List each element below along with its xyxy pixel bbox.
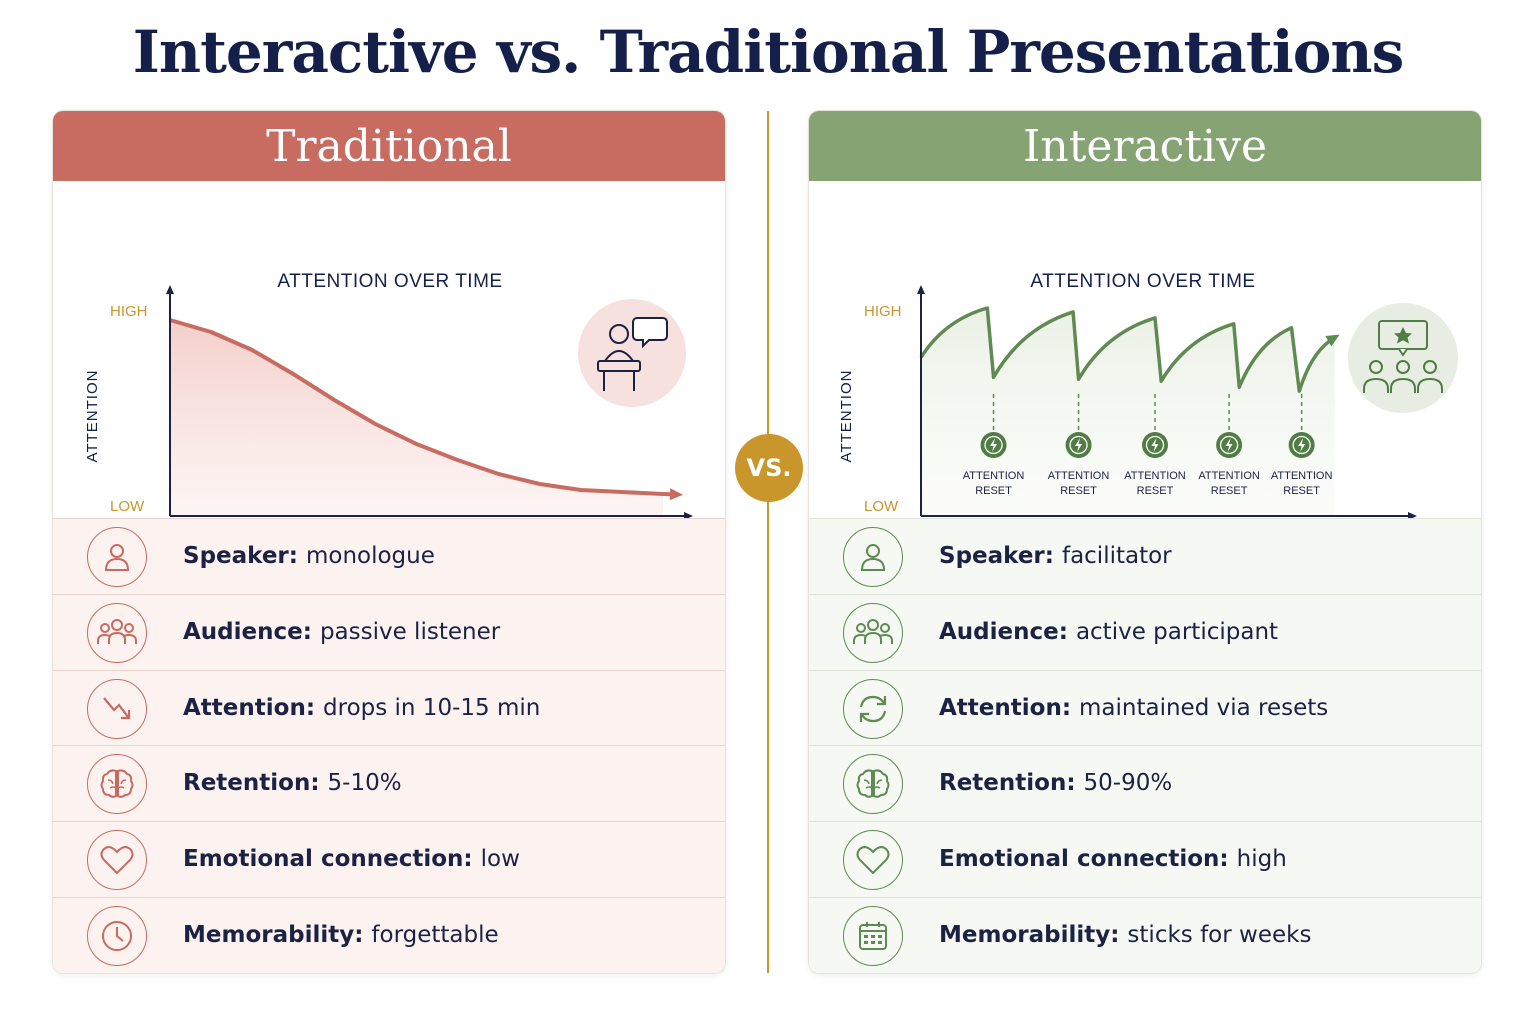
group-icon [87, 602, 147, 663]
list-item: Attention: maintained via resets [809, 669, 1481, 746]
y-tick-high: HIGH [864, 303, 902, 320]
annotation-label: ATTENTION [963, 470, 1025, 482]
annotation-label: ATTENTION [1048, 470, 1110, 482]
interactive-attributes: Speaker: facilitator Audience: active part… [809, 518, 1481, 973]
row-value: high [1236, 846, 1287, 873]
lightning-icon [1151, 438, 1159, 452]
row-label: Retention: [183, 770, 320, 797]
row-value: facilitator [1061, 543, 1172, 569]
row-label: Memorability: [939, 921, 1120, 948]
list-item: Audience: passive listener [53, 593, 725, 670]
lightning-icon [990, 438, 998, 452]
page-title: Interactive vs. Traditional Presentation… [132, 18, 1404, 86]
list-item: Retention: 50-90% [809, 745, 1481, 821]
traditional-attributes: Speaker: monologue Audience: passive liste… [53, 518, 725, 973]
y-axis-label: ATTENTION [84, 370, 101, 463]
attention-reset-marker: ATTENTION RESET [1048, 394, 1110, 497]
clock-icon [87, 905, 147, 966]
traditional-attention-chart: ATTENTION OVER TIME HIGH LOW ATTENTION 0… [84, 271, 693, 518]
row-value: monologue [305, 543, 435, 569]
person-icon [87, 527, 147, 587]
audience-with-star-screen-icon [1348, 303, 1458, 413]
list-item: Emotional connection: high [809, 821, 1481, 897]
row-label: Memorability: [183, 921, 364, 948]
list-item: Speaker: facilitator [809, 518, 1481, 594]
chart-title: ATTENTION OVER TIME [277, 271, 502, 292]
list-item: Memorability: sticks for weeks [809, 896, 1481, 973]
traditional-chart: ATTENTION OVER TIME HIGH LOW ATTENTION 0… [53, 181, 725, 518]
row-value: forgettable [371, 921, 499, 948]
calendar-icon [843, 905, 903, 966]
traditional-header: Traditional [53, 111, 725, 181]
presenter-at-podium-icon [578, 299, 686, 407]
row-value: drops in 10-15 min [323, 694, 541, 721]
group-icon [843, 602, 903, 663]
annotation-label: RESET [1283, 485, 1320, 497]
row-label: Speaker: [183, 543, 298, 569]
lightning-icon [1225, 438, 1233, 452]
annotation-label: RESET [1211, 485, 1248, 497]
y-tick-low: LOW [864, 498, 899, 515]
person-icon [843, 527, 903, 587]
row-label: Attention: [939, 694, 1072, 721]
list-item: Audience: active participant [809, 593, 1481, 670]
list-item: Attention: drops in 10-15 min [53, 669, 725, 746]
attention-area [170, 320, 663, 516]
traditional-panel: Traditional ATTENTION OVER TIME HIGH LOW… [53, 111, 725, 973]
interactive-chart: ATTENTION OVER TIME HIGH LOW ATTENTION A… [809, 181, 1481, 518]
attention-reset-marker: ATTENTION RESET [1198, 394, 1260, 497]
vs-badge: VS. [735, 434, 803, 502]
list-item: Speaker: monologue [53, 518, 725, 594]
row-value: 5-10% [327, 770, 402, 797]
row-value: passive listener [319, 618, 501, 645]
trend-down-icon [87, 678, 147, 739]
row-label: Retention: [939, 770, 1076, 797]
row-value: active participant [1075, 618, 1279, 645]
annotation-label: ATTENTION [1198, 470, 1260, 482]
row-label: Attention: [183, 694, 316, 721]
annotation-label: ATTENTION [1271, 470, 1333, 482]
interactive-attention-chart: ATTENTION OVER TIME HIGH LOW ATTENTION A… [838, 271, 1458, 518]
attention-reset-marker: ATTENTION RESET [963, 394, 1025, 497]
row-label: Audience: [183, 618, 312, 645]
center-divider [767, 111, 769, 973]
attention-line [919, 306, 1340, 393]
interactive-panel: Interactive ATTENTION OVER TIME HIGH LOW… [809, 111, 1481, 973]
list-item: Memorability: forgettable [53, 896, 725, 973]
list-item: Emotional connection: low [53, 821, 725, 897]
attention-reset-marker: ATTENTION RESET [1271, 394, 1333, 497]
row-label: Emotional connection: [939, 846, 1229, 873]
annotation-label: ATTENTION [1124, 470, 1186, 482]
y-tick-low: LOW [110, 498, 145, 515]
heart-icon [843, 830, 903, 891]
row-value: 50-90% [1083, 770, 1173, 797]
row-label: Emotional connection: [183, 846, 473, 873]
annotation-label: RESET [975, 485, 1012, 497]
annotation-label: RESET [1137, 485, 1174, 497]
annotation-label: RESET [1060, 485, 1097, 497]
row-label: Audience: [939, 618, 1068, 645]
lightning-icon [1075, 438, 1083, 452]
row-value: maintained via resets [1079, 694, 1329, 721]
y-tick-high: HIGH [110, 303, 148, 320]
attention-area [921, 308, 1335, 516]
brain-icon [87, 754, 147, 815]
heart-icon [87, 830, 147, 891]
row-value: low [480, 846, 520, 873]
brain-icon [843, 754, 903, 815]
refresh-icon [843, 678, 903, 739]
row-value: sticks for weeks [1127, 921, 1312, 948]
lightning-icon [1298, 438, 1306, 452]
row-label: Speaker: [939, 543, 1054, 569]
chart-title: ATTENTION OVER TIME [1030, 271, 1255, 292]
y-axis-label: ATTENTION [838, 370, 855, 463]
interactive-header: Interactive [809, 111, 1481, 181]
attention-line [169, 318, 683, 501]
attention-reset-marker: ATTENTION RESET [1124, 394, 1186, 497]
list-item: Retention: 5-10% [53, 745, 725, 821]
